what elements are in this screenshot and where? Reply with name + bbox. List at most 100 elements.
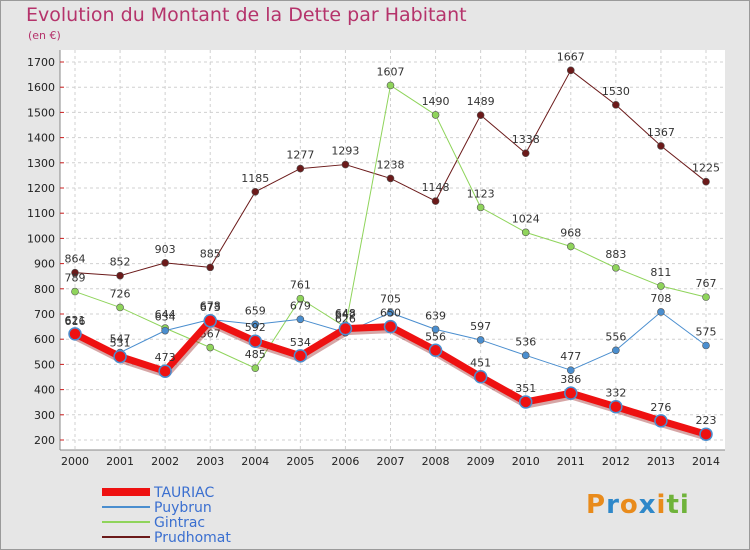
y-tick-label: 1100: [27, 207, 55, 220]
data-label-puybrun: 597: [470, 320, 491, 333]
logo-letter: x: [638, 490, 657, 520]
data-point-prudhomat: [476, 111, 485, 119]
data-label-gintrac: 811: [650, 266, 671, 279]
data-point-puybrun: [161, 326, 169, 335]
data-point-prudhomat: [161, 259, 169, 267]
data-label-prudhomat: 903: [155, 243, 176, 256]
data-point-tauriac: [473, 369, 488, 384]
data-point-gintrac: [702, 293, 710, 301]
data-point-tauriac: [699, 427, 713, 441]
data-label-prudhomat: 1338: [512, 133, 540, 146]
x-tick-label: 2010: [512, 455, 540, 468]
x-tick-label: 2006: [331, 455, 359, 468]
data-point-tauriac: [564, 386, 578, 400]
y-tick-label: 900: [34, 258, 55, 271]
x-tick-label: 2008: [422, 455, 450, 468]
data-label-tauriac: 650: [380, 307, 401, 320]
data-point-puybrun: [702, 341, 710, 350]
data-point-tauriac: [338, 321, 353, 336]
y-tick-label: 700: [34, 308, 55, 321]
data-point-prudhomat: [206, 263, 215, 272]
data-label-tauriac: 223: [696, 414, 717, 427]
data-label-puybrun: 639: [425, 309, 446, 322]
data-point-prudhomat: [657, 142, 665, 150]
data-label-gintrac: 648: [335, 307, 356, 320]
data-label-gintrac: 726: [110, 287, 131, 300]
data-label-prudhomat: 864: [65, 253, 86, 266]
data-label-gintrac: 883: [605, 248, 626, 261]
data-label-prudhomat: 852: [110, 256, 131, 269]
data-label-puybrun: 626: [335, 313, 356, 326]
data-point-puybrun: [521, 351, 530, 360]
x-tick-label: 2009: [467, 455, 495, 468]
data-label-prudhomat: 1530: [602, 85, 630, 98]
data-label-puybrun: 536: [515, 335, 536, 348]
x-tick-label: 2003: [196, 455, 224, 468]
x-tick-label: 2004: [241, 455, 269, 468]
data-point-prudhomat: [566, 66, 575, 75]
data-point-tauriac: [293, 349, 308, 363]
data-point-gintrac: [566, 242, 575, 251]
y-tick-label: 1300: [27, 157, 55, 170]
data-label-tauriac: 351: [515, 382, 536, 395]
data-label-puybrun: 556: [605, 330, 626, 343]
data-point-prudhomat: [612, 101, 620, 109]
data-label-prudhomat: 885: [200, 247, 221, 260]
y-tick-label: 1700: [27, 56, 55, 69]
legend-label-puybrun: Puybrun: [154, 500, 212, 516]
data-point-prudhomat: [702, 177, 710, 186]
data-label-puybrun: 705: [380, 293, 401, 306]
data-label-puybrun: 678: [200, 300, 221, 313]
data-point-tauriac: [248, 334, 263, 348]
data-point-puybrun: [476, 336, 485, 344]
data-label-prudhomat: 1489: [467, 95, 495, 108]
data-label-gintrac: 1024: [512, 212, 540, 225]
data-label-tauriac: 276: [650, 401, 671, 414]
data-point-gintrac: [296, 294, 305, 303]
data-label-tauriac: 556: [425, 330, 446, 343]
data-label-puybrun: 477: [560, 350, 581, 363]
data-label-puybrun: 547: [110, 333, 131, 346]
data-label-prudhomat: 1367: [647, 126, 675, 139]
chart-unit-label: (en €): [28, 29, 61, 42]
data-point-puybrun: [386, 308, 395, 317]
data-point-gintrac: [521, 228, 530, 237]
data-point-tauriac: [518, 395, 533, 409]
logo-letter: t: [666, 490, 680, 520]
data-point-puybrun: [296, 315, 305, 324]
data-point-puybrun: [251, 320, 260, 329]
y-tick-label: 300: [34, 409, 55, 422]
data-label-tauriac: 592: [245, 321, 266, 334]
data-label-puybrun: 708: [650, 292, 671, 305]
data-point-tauriac: [654, 414, 668, 428]
x-tick-label: 2013: [647, 455, 675, 468]
data-point-prudhomat: [341, 160, 350, 169]
y-tick-label: 400: [34, 384, 55, 397]
data-point-prudhomat: [386, 174, 395, 183]
x-tick-label: 2001: [106, 455, 134, 468]
data-point-gintrac: [116, 303, 124, 312]
data-point-gintrac: [431, 111, 440, 119]
logo-letter: P: [586, 490, 607, 520]
data-point-prudhomat: [116, 271, 124, 280]
data-label-gintrac: 767: [696, 277, 717, 290]
data-label-gintrac: 968: [560, 226, 581, 239]
data-point-gintrac: [612, 264, 620, 272]
y-tick-label: 600: [34, 333, 55, 346]
data-label-puybrun: 575: [696, 326, 717, 339]
logo-letter: o: [619, 490, 639, 520]
data-label-gintrac: 1607: [377, 65, 405, 78]
data-point-prudhomat: [431, 197, 440, 205]
data-point-puybrun: [431, 325, 440, 334]
data-point-tauriac: [428, 343, 443, 358]
y-tick-label: 800: [34, 283, 55, 296]
y-tick-label: 500: [34, 358, 55, 371]
data-point-prudhomat: [71, 268, 79, 277]
y-tick-label: 1600: [27, 81, 55, 94]
data-label-gintrac: 644: [155, 308, 176, 321]
data-label-gintrac: 761: [290, 279, 311, 292]
x-tick-label: 2007: [377, 455, 405, 468]
y-tick-label: 1000: [27, 232, 55, 245]
x-tick-label: 2005: [286, 455, 314, 468]
data-point-tauriac: [609, 399, 623, 414]
